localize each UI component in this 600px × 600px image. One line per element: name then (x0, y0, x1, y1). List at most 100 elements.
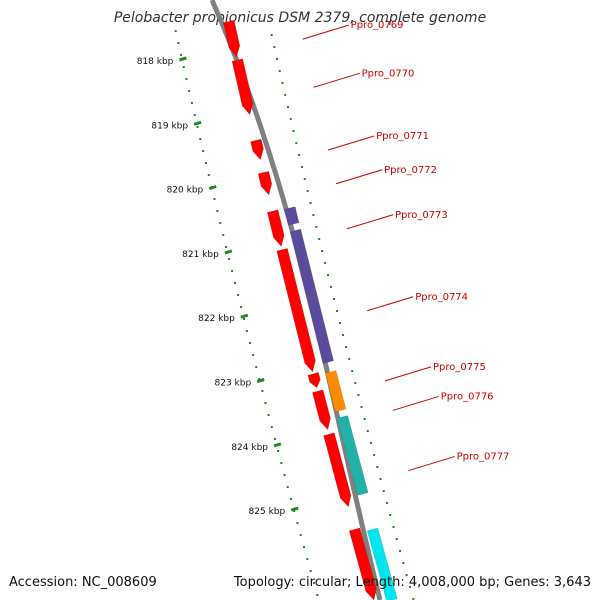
gene-label-leader (392, 395, 439, 411)
gc-dot (237, 294, 240, 296)
accession-text: Accession: NC_008609 (9, 575, 157, 590)
cds-segment (289, 228, 334, 364)
scale-tick-label: 822 kbp (198, 314, 235, 324)
scale-tick-label: 818 kbp (137, 57, 174, 67)
gene-arrow (348, 527, 377, 600)
gene-label: Ppro_0770 (362, 68, 415, 79)
gc-dot (289, 118, 292, 120)
scale-tick-label: 825 kbp (249, 507, 286, 517)
gene-label: Ppro_0773 (395, 210, 448, 221)
gc-dot (273, 46, 276, 48)
scale-tick (273, 442, 282, 448)
scale-tick (224, 249, 233, 255)
gc-dot (213, 198, 216, 200)
gene-arrow (312, 389, 331, 431)
gc-dot (369, 442, 372, 444)
gene-label: Ppro_0769 (351, 20, 404, 31)
gc-dot (405, 574, 408, 576)
gc-dot (351, 370, 354, 372)
gc-dot (273, 438, 276, 440)
scale-tick-label: 821 kbp (182, 250, 219, 260)
gc-dot (342, 334, 345, 336)
gc-dot (300, 166, 303, 168)
gene-track (223, 19, 377, 600)
scale-ruler: 818 kbp 819 kbp 820 kbp 821 kbp 822 kbp 823 k… (137, 56, 299, 517)
gene-label: Ppro_0777 (457, 452, 510, 463)
gc-dot (303, 546, 306, 548)
gene-label: Ppro_0774 (415, 292, 468, 303)
gc-dot (292, 130, 295, 132)
gene-label-leader (367, 296, 414, 312)
gc-dot (188, 90, 191, 92)
scale-tick-label: 820 kbp (167, 186, 204, 196)
cds-segment (336, 415, 369, 496)
gc-dot (182, 66, 185, 68)
gc-dot (363, 418, 366, 420)
gc-dot (360, 406, 363, 408)
gc-dot (202, 150, 205, 152)
gc-dot (348, 358, 351, 360)
cds-segment (366, 527, 398, 600)
gc-dot (309, 570, 312, 572)
gc-dot (306, 558, 309, 560)
cds-segment (284, 206, 300, 226)
gc-dot (354, 382, 357, 384)
gc-dot (327, 274, 330, 276)
gc-skew-track-left (174, 30, 319, 596)
gc-dot (392, 526, 395, 528)
gene-label: Ppro_0771 (376, 131, 429, 142)
cds-segment (325, 370, 347, 413)
gc-dot (240, 306, 243, 308)
gc-dot (284, 94, 287, 96)
gc-dot (252, 354, 255, 356)
gene-label: Ppro_0775 (433, 362, 486, 373)
gc-dot (276, 58, 279, 60)
gc-dot (299, 534, 302, 536)
gc-dot (303, 178, 306, 180)
gc-dot (246, 330, 249, 332)
gc-dot (255, 366, 258, 368)
gc-dot (243, 318, 246, 320)
gene-label-leader (327, 135, 375, 151)
gc-dot (267, 414, 270, 416)
gc-dot (219, 222, 222, 224)
gc-dot (258, 378, 261, 380)
scale-tick (290, 506, 299, 512)
gc-dot (333, 298, 336, 300)
gc-dot (278, 70, 281, 72)
gene-label-leader (313, 72, 360, 88)
scale-tick (193, 120, 202, 126)
gc-dot (318, 238, 321, 240)
scale-tick-label: 819 kbp (151, 121, 188, 131)
gc-dot (399, 550, 402, 552)
gc-dot (376, 466, 379, 468)
gene-arrow (257, 171, 273, 196)
gc-dot (336, 310, 339, 312)
gene-label-leader (346, 214, 394, 230)
gc-dot (180, 54, 183, 56)
gene-arrow (250, 138, 264, 161)
gene-label-leader (335, 169, 383, 185)
gc-dot (204, 162, 207, 164)
cds-track (284, 206, 398, 600)
gene-arrow (231, 58, 254, 116)
scale-tick (208, 185, 217, 191)
gc-dot (228, 258, 231, 260)
gc-dot (402, 562, 405, 564)
gc-dot (298, 154, 301, 156)
gene-arrow (307, 372, 321, 389)
gc-dot (225, 246, 228, 248)
gc-dot (379, 478, 382, 480)
scale-tick-label: 823 kbp (215, 379, 252, 389)
gc-dot (321, 250, 324, 252)
gc-dot (199, 138, 202, 140)
gc-dot (234, 282, 237, 284)
gene-label: Ppro_0776 (441, 391, 494, 402)
gc-dot (382, 490, 385, 492)
gc-dot (296, 522, 299, 524)
scale-tick (178, 56, 187, 62)
topology-text: Topology: circular; Length: 4,008,000 bp… (233, 575, 591, 590)
gene-label-leader (302, 24, 349, 40)
gc-dot (312, 214, 315, 216)
